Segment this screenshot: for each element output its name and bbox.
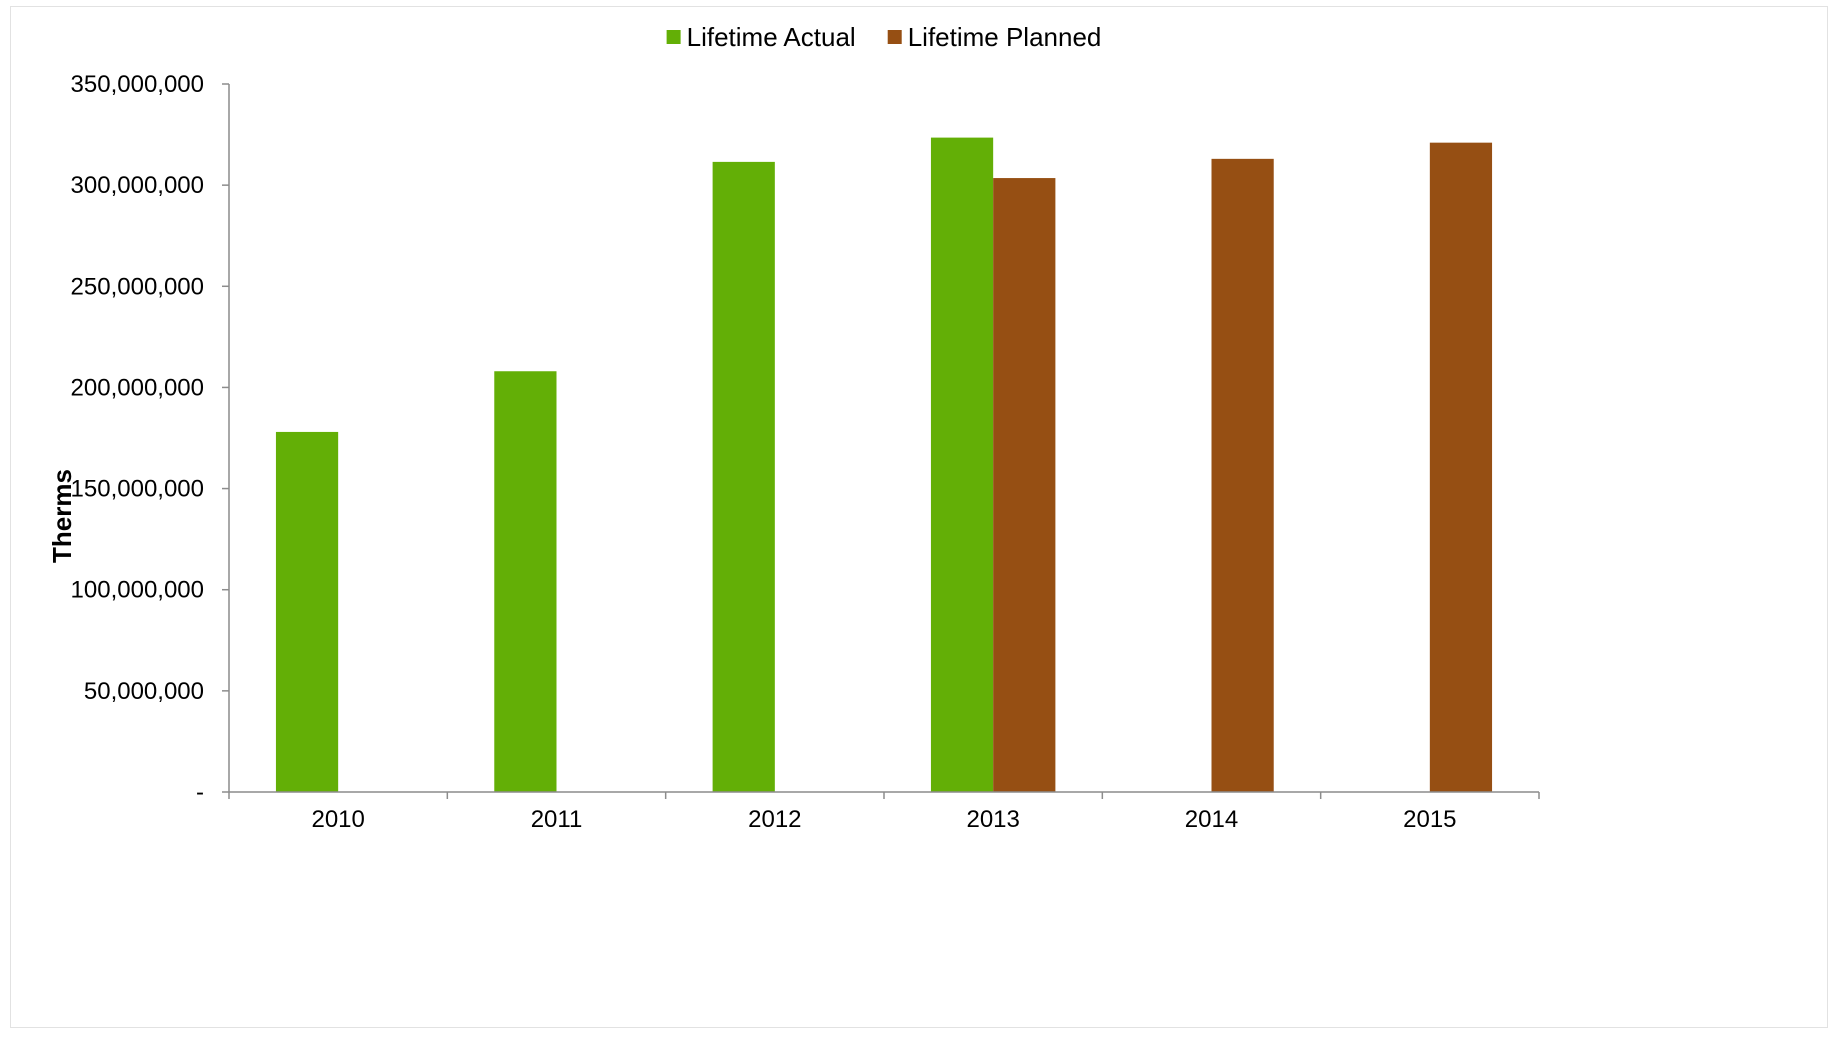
bar — [930, 137, 994, 792]
y-tick-label: 250,000,000 — [71, 273, 204, 300]
legend-label: Lifetime Actual — [687, 22, 856, 52]
bars — [275, 137, 1493, 793]
legend-label: Lifetime Planned — [908, 22, 1102, 52]
y-axis: - 50,000,000 100,000,000 150,000,000 200,000… — [71, 71, 230, 806]
y-tick-label: 300,000,000 — [71, 172, 204, 199]
bar — [993, 178, 1056, 792]
legend-swatch — [887, 30, 902, 44]
bar-chart: Lifetime Actual Lifetime Planned Therms -… — [47, 22, 1540, 833]
y-tick-label: 100,000,000 — [71, 577, 204, 604]
x-axis: 2010 2011 2012 2013 2014 2015 — [228, 791, 1540, 833]
bar — [1429, 142, 1493, 793]
bar — [1211, 158, 1274, 793]
chart-area: Lifetime Actual Lifetime Planned Therms -… — [10, 6, 1828, 1028]
x-tick-label: 2013 — [966, 806, 1019, 833]
y-tick-label: 50,000,000 — [84, 678, 204, 705]
y-tick-label: 200,000,000 — [71, 374, 204, 401]
legend-swatch — [666, 30, 681, 44]
y-axis-label: Therms — [47, 469, 77, 563]
x-tick-label: 2011 — [531, 806, 583, 833]
y-tick-label: 350,000,000 — [71, 71, 204, 98]
bar — [275, 431, 339, 792]
x-tick-label: 2014 — [1185, 806, 1238, 833]
bar — [494, 371, 557, 792]
legend: Lifetime Actual Lifetime Planned — [666, 22, 1102, 52]
bar — [712, 161, 775, 792]
x-tick-label: 2010 — [311, 806, 364, 833]
x-tick-label: 2012 — [748, 806, 801, 833]
x-tick-label: 2015 — [1403, 806, 1456, 833]
y-tick-label: - — [196, 779, 204, 806]
y-tick-label: 150,000,000 — [71, 476, 204, 503]
